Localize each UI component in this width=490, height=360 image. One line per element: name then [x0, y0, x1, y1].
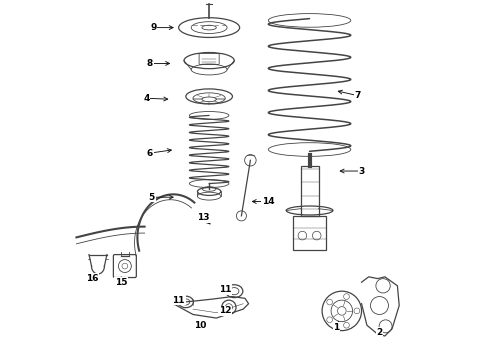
- Text: 14: 14: [262, 197, 274, 206]
- Text: 10: 10: [194, 321, 206, 330]
- Text: 11: 11: [219, 285, 232, 294]
- Text: 15: 15: [115, 278, 127, 287]
- Text: 16: 16: [86, 274, 99, 283]
- Text: 5: 5: [148, 193, 155, 202]
- Text: 4: 4: [143, 94, 149, 103]
- Text: 3: 3: [358, 167, 365, 176]
- Bar: [294, 216, 326, 250]
- Text: 7: 7: [355, 91, 361, 100]
- Text: 8: 8: [147, 59, 153, 68]
- Text: 6: 6: [147, 149, 153, 158]
- Bar: [300, 166, 318, 216]
- Text: 13: 13: [197, 213, 210, 222]
- Text: 2: 2: [376, 328, 383, 337]
- Text: 11: 11: [172, 296, 185, 305]
- Text: 9: 9: [150, 23, 157, 32]
- Text: 12: 12: [219, 306, 232, 315]
- Text: 1: 1: [333, 323, 340, 332]
